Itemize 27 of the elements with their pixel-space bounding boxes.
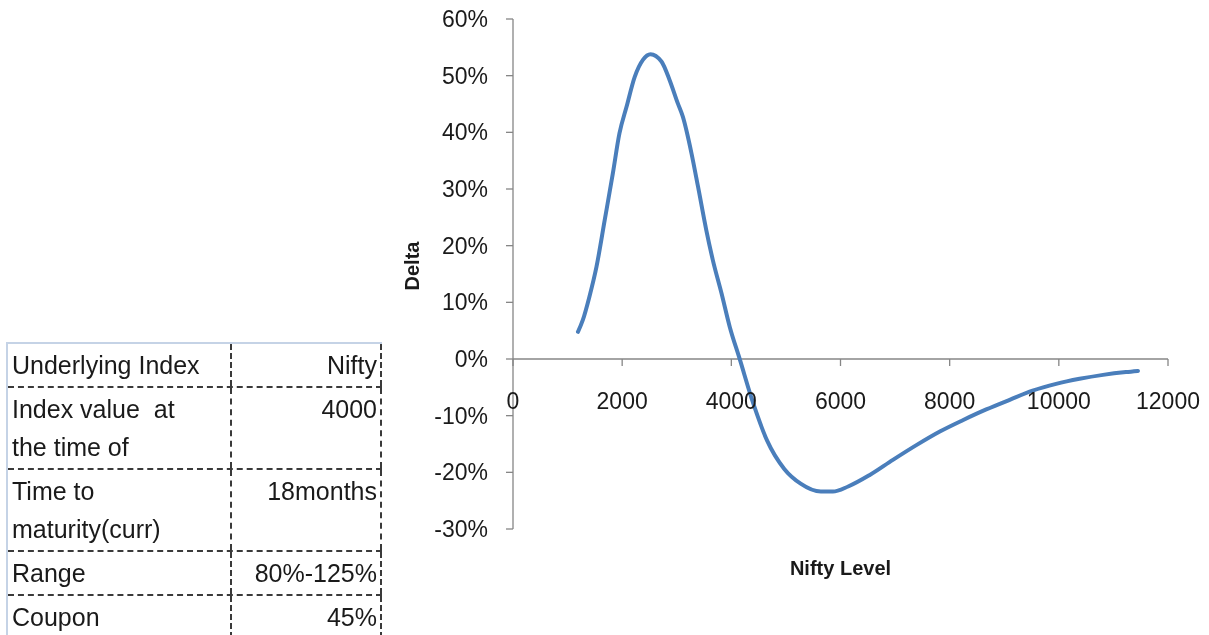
- y-tick-label: 0%: [454, 346, 488, 373]
- y-axis-title: Delta: [401, 240, 423, 291]
- x-tick-label: 8000: [924, 388, 976, 414]
- y-tick-label: 60%: [441, 6, 488, 33]
- x-axis-title: Nifty Level: [789, 557, 892, 579]
- text: Index value at the time of: [12, 395, 176, 461]
- text: 18months: [267, 477, 377, 505]
- x-tick-label: 2000: [596, 388, 648, 414]
- y-tick-label: 20%: [441, 232, 488, 259]
- y-tick-label: -20%: [434, 459, 488, 486]
- y-tick-label: 10%: [441, 289, 488, 316]
- y-tick-label: -10%: [434, 402, 488, 429]
- text: 80%-125%: [254, 559, 377, 587]
- text: 45%: [326, 603, 377, 631]
- x-tick-label: 10000: [1026, 388, 1091, 414]
- y-tick-label: 50%: [441, 62, 488, 89]
- x-tick-label: 12000: [1136, 388, 1200, 414]
- x-tick-label: 0: [506, 388, 520, 414]
- x-tick-label: 6000: [814, 388, 867, 414]
- text: Coupon: [12, 603, 100, 631]
- y-tick-label: -30%: [434, 516, 488, 543]
- text: Nifty: [327, 351, 377, 379]
- y-tick-label: 40%: [441, 119, 488, 146]
- text: Time to maturity(curr): [12, 477, 161, 543]
- text: Underlying Index: [12, 351, 200, 379]
- text: Range: [12, 559, 86, 587]
- y-tick-label: 30%: [441, 176, 488, 203]
